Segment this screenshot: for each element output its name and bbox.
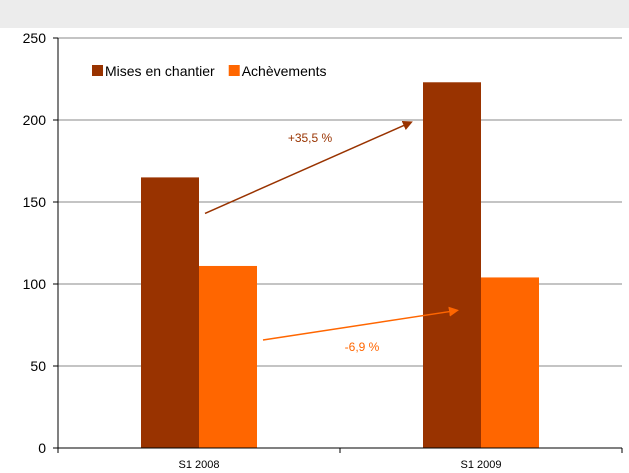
legend-swatch — [92, 65, 103, 76]
change-label: +35,5 % — [288, 131, 333, 145]
y-tick-label: 100 — [23, 276, 47, 292]
x-category-label: S1 2009 — [461, 459, 502, 471]
y-tick-label: 0 — [38, 440, 46, 456]
bar-mises-en-chantier-0 — [141, 177, 199, 448]
change-arrow — [262, 306, 459, 341]
legend-label: Mises en chantier — [105, 63, 215, 79]
bar-mises-en-chantier-1 — [423, 82, 481, 448]
y-tick-label: 200 — [23, 112, 47, 128]
y-tick-label: 250 — [23, 30, 47, 46]
y-tick-label: 50 — [30, 358, 46, 374]
legend-swatch — [228, 65, 240, 76]
x-category-label: S1 2008 — [179, 459, 220, 471]
header-band — [0, 0, 629, 28]
bar-ach-vements-1 — [481, 277, 539, 448]
change-arrow — [204, 120, 413, 215]
bar-ach-vements-0 — [199, 265, 257, 448]
change-label: -6,9 % — [345, 340, 380, 354]
y-tick-label: 150 — [23, 194, 47, 210]
legend-label: Achèvements — [242, 63, 327, 79]
